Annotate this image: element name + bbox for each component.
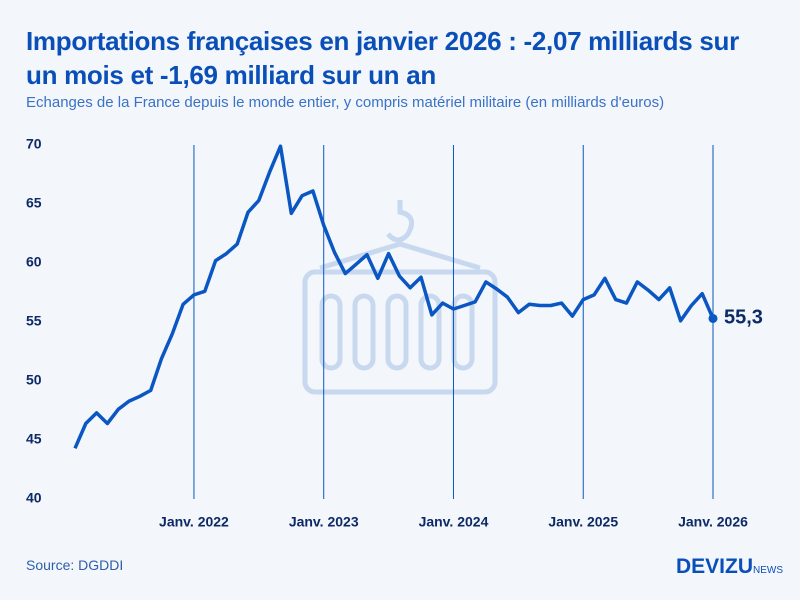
y-tick-label: 50	[26, 372, 42, 388]
value-label: 55,3	[724, 307, 763, 329]
point	[708, 313, 718, 323]
y-tick-label: 40	[26, 490, 42, 506]
watermark-icon	[302, 200, 498, 395]
x-tick-label: Janv. 2026	[678, 514, 748, 530]
y-tick-label: 70	[26, 136, 42, 152]
x-tick-label: Janv. 2022	[159, 514, 229, 530]
source: Source: DGDDI	[26, 557, 124, 573]
brand-suffix: NEWS	[753, 565, 784, 576]
y-tick-label: 55	[26, 313, 42, 329]
brand-name: DEVIZU	[676, 555, 754, 578]
line	[73, 144, 715, 449]
x-tick-label: Janv. 2023	[289, 514, 359, 530]
brand: DEVIZUNEWS	[676, 555, 783, 579]
chart-subtitle: Echanges de la France depuis le monde en…	[26, 94, 665, 111]
y-tick-label: 60	[26, 254, 42, 270]
x-tick-label: Janv. 2024	[419, 514, 489, 530]
y-tick-label: 65	[26, 195, 42, 211]
chart-title: Importations françaises en janvier 2026 …	[26, 26, 739, 90]
x-tick-label: Janv. 2025	[548, 514, 618, 530]
y-tick-label: 45	[26, 431, 42, 447]
